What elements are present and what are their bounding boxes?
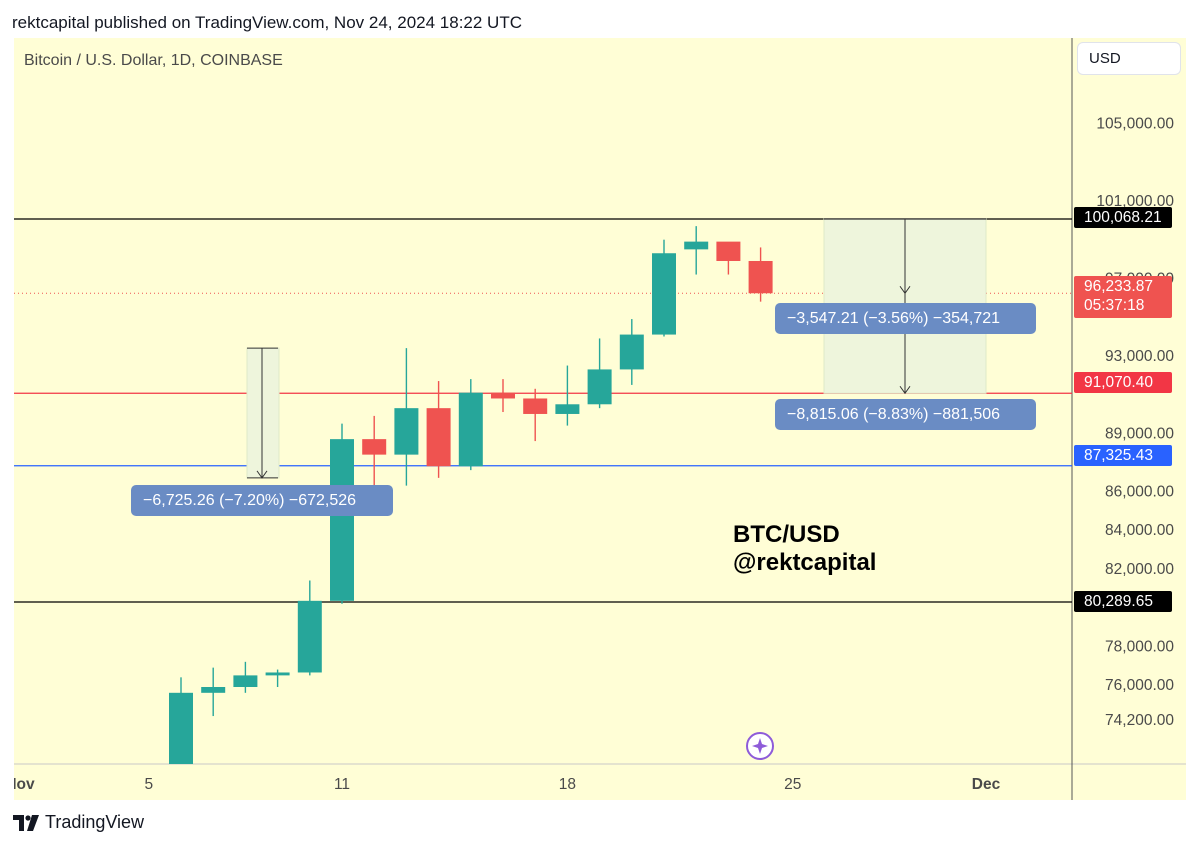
watermark: BTC/USD @rektcapital	[733, 521, 876, 577]
price-tick-label: 74,200.00	[1105, 712, 1174, 729]
measure-box-1	[246, 347, 280, 479]
price-tick-label: 82,000.00	[1105, 561, 1174, 578]
symbol-title: Bitcoin / U.S. Dollar, 1D, COINBASE	[24, 52, 283, 69]
price-tick-label: 76,000.00	[1105, 677, 1174, 694]
price-tick-label: 101,000.00	[1096, 193, 1174, 210]
price-tick-label: 105,000.00	[1096, 115, 1174, 132]
candle-body[interactable]	[297, 600, 322, 673]
candle-body[interactable]	[394, 408, 419, 455]
price-tick-label: 84,000.00	[1105, 522, 1174, 539]
candle-body[interactable]	[330, 439, 354, 601]
currency-selector[interactable]: USD	[1077, 42, 1181, 75]
measure-arrowhead	[256, 470, 268, 479]
footer-brand: TradingView	[13, 812, 144, 833]
price-tick-label: 89,000.00	[1105, 425, 1174, 442]
candle-body[interactable]	[491, 392, 515, 399]
watermark-line1: BTC/USD	[733, 521, 840, 548]
time-tick-label: Nov	[14, 776, 35, 793]
level-label-87325: 87,325.43	[1074, 445, 1172, 466]
measure-arrowhead	[899, 285, 911, 295]
footer-brand-text: TradingView	[45, 812, 145, 832]
level-label-91070: 91,070.40	[1074, 372, 1172, 393]
price-tick-label: 78,000.00	[1105, 638, 1174, 655]
measure-arrowhead	[899, 385, 911, 395]
bar-countdown: 05:37:18	[1084, 297, 1145, 314]
time-tick-label: 11	[334, 776, 350, 793]
measure-label-1[interactable]: −6,725.26 (−7.20%) −672,526	[131, 485, 393, 516]
level-label-80289: 80,289.65	[1074, 591, 1172, 612]
price-tick-label: 86,000.00	[1105, 483, 1174, 500]
current-price-value: 96,233.87	[1084, 278, 1153, 295]
measure-label-3[interactable]: −8,815.06 (−8.83%) −881,506	[775, 399, 1036, 430]
candle-body[interactable]	[619, 334, 644, 370]
candle-body[interactable]	[684, 241, 709, 250]
time-tick-label: 25	[784, 776, 801, 793]
candle-body[interactable]	[523, 398, 548, 414]
candle-body[interactable]	[716, 241, 741, 261]
time-tick-label: 18	[559, 776, 576, 793]
level-label-100068: 100,068.21	[1074, 207, 1172, 228]
current-price-label: 96,233.87 05:37:18	[1074, 276, 1172, 318]
watermark-line2: @rektcapital	[733, 549, 877, 576]
sparkle-icon[interactable]	[745, 731, 775, 761]
candle-body[interactable]	[265, 672, 290, 676]
measure-label-2[interactable]: −3,547.21 (−3.56%) −354,721	[775, 303, 1036, 334]
price-chart[interactable]: 105,000.00101,000.0097,000.0093,000.0089…	[14, 38, 1186, 800]
candle-body[interactable]	[362, 439, 387, 455]
tradingview-logo-icon	[13, 814, 39, 831]
price-tick-label: 93,000.00	[1105, 348, 1174, 365]
candle-body[interactable]	[169, 692, 193, 764]
candle-body[interactable]	[201, 687, 226, 693]
candle-body[interactable]	[233, 675, 258, 688]
publish-header: rektcapital published on TradingView.com…	[12, 13, 522, 32]
candle-body[interactable]	[587, 369, 612, 405]
time-tick-label: Dec	[972, 776, 1001, 793]
candle-body[interactable]	[748, 260, 773, 294]
time-tick-label: 5	[144, 776, 153, 793]
candle-body[interactable]	[458, 392, 483, 467]
candle-body[interactable]	[555, 404, 580, 414]
candle-body[interactable]	[652, 253, 676, 335]
candle-body[interactable]	[426, 408, 451, 467]
